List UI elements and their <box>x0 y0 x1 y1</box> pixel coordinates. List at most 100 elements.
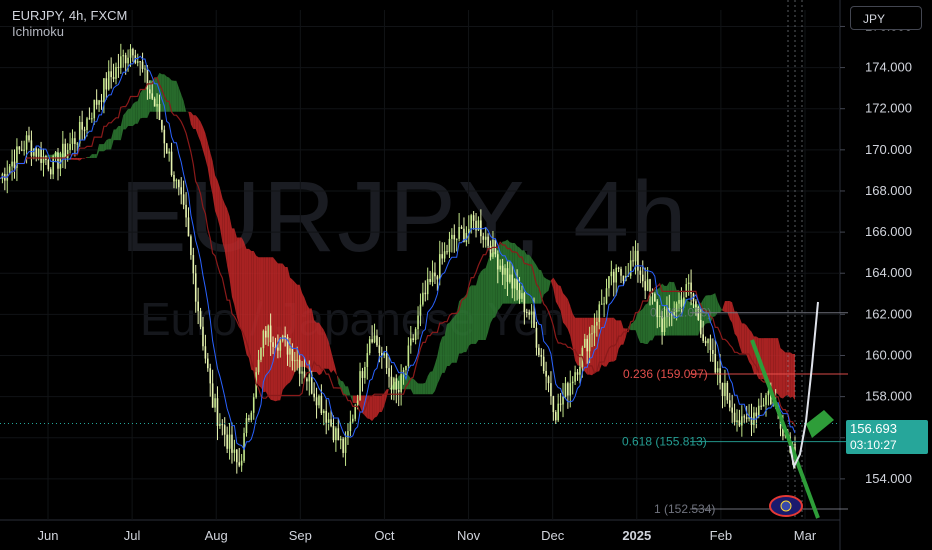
candle-body <box>100 100 103 102</box>
candle-body <box>571 381 574 384</box>
x-tick-label: Dec <box>541 528 565 543</box>
cloud-segment <box>463 294 467 353</box>
cloud-segment <box>265 257 269 397</box>
candle-body <box>327 419 330 423</box>
indicator-legend[interactable]: Ichimoku <box>12 24 65 39</box>
cloud-segment <box>21 176 25 178</box>
cloud-segment <box>543 276 547 295</box>
cloud-segment <box>567 299 571 336</box>
cloud-segment <box>780 348 783 399</box>
candle-body <box>591 333 593 335</box>
candle-body <box>71 138 74 144</box>
candle-body <box>596 321 598 326</box>
cloud-segment <box>538 269 542 304</box>
cloud-segment <box>727 301 730 320</box>
candle-body <box>136 61 139 63</box>
candle-body <box>294 360 296 362</box>
fibonacci-retracement: 0 (162.079) 0.236 (159.097) 0.618 (155.813… <box>622 306 848 516</box>
candle-body <box>190 236 192 256</box>
candle-body <box>11 161 13 167</box>
cloud-segment <box>729 301 733 323</box>
cloud-segment <box>123 112 126 130</box>
candle-body <box>202 326 204 347</box>
candle-body <box>124 55 127 64</box>
cloud-segment <box>111 129 114 150</box>
candle-body <box>366 353 369 368</box>
cloud-segment <box>521 250 525 304</box>
cloud-segment <box>712 293 716 317</box>
cloud-segment <box>323 329 327 369</box>
cloud-segment <box>744 323 747 356</box>
candle-body <box>562 396 564 405</box>
cloud-segment <box>82 157 85 159</box>
candle-body <box>728 400 731 408</box>
cloud-segment <box>606 317 609 367</box>
candle-body <box>644 281 646 291</box>
cloud-segment <box>287 267 290 385</box>
cloud-segment <box>379 395 382 413</box>
cloud-segment <box>449 319 452 366</box>
candle-body <box>228 434 231 449</box>
cloud-segment <box>502 241 506 304</box>
candle-body <box>702 334 704 341</box>
candle-body <box>617 267 620 269</box>
cloud-segment <box>205 133 208 169</box>
cloud-segment <box>302 292 305 367</box>
candle-body <box>149 89 151 94</box>
cloud-segment <box>239 237 242 332</box>
cloud-segment <box>171 80 174 112</box>
candle-body <box>248 418 250 420</box>
candle-body <box>359 371 361 401</box>
candle-body <box>364 367 366 378</box>
cloud-segment <box>456 301 460 363</box>
cloud-segment <box>550 277 554 289</box>
candle-body <box>207 358 209 369</box>
candle-body <box>310 374 313 394</box>
candle-body <box>583 338 586 348</box>
candle-body <box>153 98 156 107</box>
cloud-segment <box>657 287 660 336</box>
currency-button[interactable]: JPY <box>850 6 922 30</box>
cloud-segment <box>422 382 426 395</box>
candle-body <box>567 383 569 396</box>
candle-body <box>547 376 550 384</box>
candle-body <box>291 348 294 362</box>
cloud-segment <box>338 376 341 389</box>
candle-body <box>407 345 410 367</box>
cloud-segment <box>321 326 324 374</box>
cloud-segment <box>253 250 257 383</box>
candle-body <box>199 311 202 327</box>
candle-body <box>37 149 40 157</box>
candle-body <box>402 370 405 374</box>
cloud-segment <box>164 74 167 112</box>
y-tick-label: 160.000 <box>865 347 912 362</box>
candle-body <box>286 337 289 355</box>
candle-body <box>335 428 337 441</box>
candle-body <box>678 300 680 304</box>
fib-level-label: 0.618 (155.813) <box>622 435 707 449</box>
cloud-segment <box>314 320 317 372</box>
candle-body <box>91 118 93 120</box>
cloud-segment <box>74 157 78 160</box>
candle-body <box>745 417 748 419</box>
cloud-segment <box>268 257 271 400</box>
current-price-tag: 156.693 03:10:27 <box>846 420 928 454</box>
candle-body <box>576 372 579 375</box>
candle-body <box>422 292 424 305</box>
candle-body <box>683 297 685 307</box>
candle-body <box>127 57 129 64</box>
candle-body <box>424 292 427 295</box>
candle-body <box>233 449 236 453</box>
cloud-segment <box>633 319 636 331</box>
candle-body <box>545 371 547 377</box>
cloud-segment <box>222 197 225 251</box>
cloud-segment <box>244 241 247 355</box>
candle-body <box>279 340 282 351</box>
candle-body <box>434 272 436 277</box>
x-tick-label: Oct <box>374 528 395 543</box>
cloud-segment <box>277 263 281 401</box>
candle-body <box>105 78 108 90</box>
cloud-segment <box>215 175 218 218</box>
